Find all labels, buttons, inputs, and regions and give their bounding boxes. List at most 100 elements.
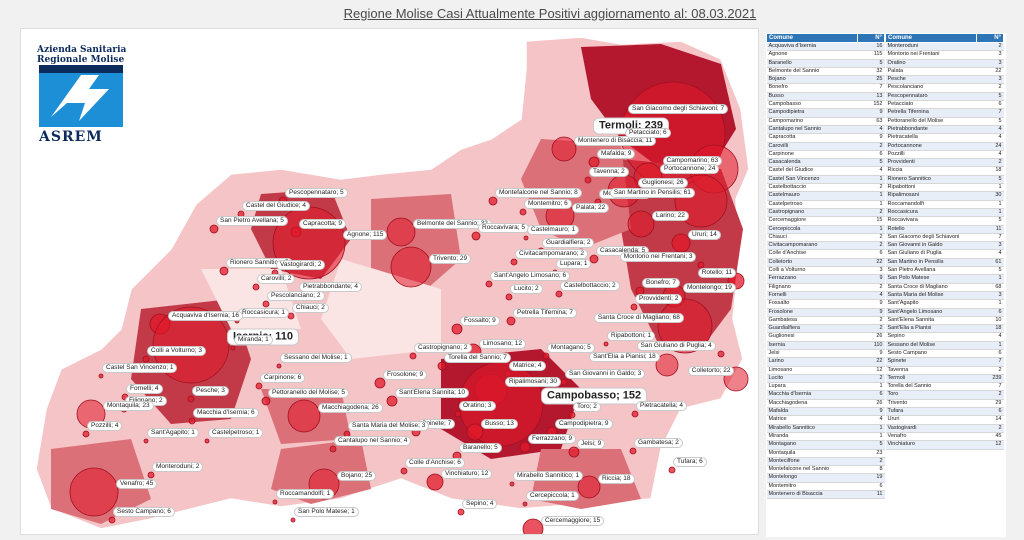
municipality-label: Sesto Campano; 6 — [113, 507, 175, 517]
table-row: Busso 13 — [766, 92, 885, 102]
municipality-label: Sant'Agapito; 1 — [147, 428, 199, 438]
municipality-label: Castelbottaccio; 2 — [560, 281, 620, 291]
count-cell: 1 — [857, 382, 885, 392]
count-cell: 6 — [857, 482, 885, 492]
table-row: Casacalenda 5 — [766, 158, 885, 168]
municipality-label: Petacciato; 6 — [625, 128, 671, 138]
municipality-label: Venafro; 45 — [116, 479, 158, 489]
case-bubble — [568, 411, 576, 419]
comune-cell: Mafalda — [766, 407, 858, 417]
table-row: Venafro 45 — [885, 432, 1004, 442]
table-row: Pettoranello del Molise 5 — [885, 117, 1004, 126]
count-cell: 6 — [857, 150, 885, 160]
table-row: Ripabottoni 1 — [885, 183, 1004, 193]
count-cell: 11 — [857, 490, 885, 500]
case-bubble — [219, 266, 229, 276]
table-row: Roccavivara 5 — [885, 216, 1004, 226]
comune-cell: Colletorto — [766, 258, 858, 268]
municipality-label: Pesche; 3 — [192, 386, 229, 396]
count-cell: 2 — [976, 83, 1004, 93]
comune-cell: Tufara — [885, 407, 977, 417]
municipality-label: Ururi; 14 — [688, 230, 721, 240]
count-cell: 1 — [857, 175, 885, 185]
municipality-label: Fossalto; 9 — [460, 316, 500, 326]
table-row: Pescolanciano 2 — [885, 83, 1004, 93]
count-cell: 1 — [976, 299, 1004, 309]
municipality-label: Castel San Vincenzo; 1 — [102, 363, 178, 373]
table-row: San Giovanni in Galdo 3 — [885, 241, 1004, 251]
count-cell: 3 — [976, 75, 1004, 85]
municipality-label: Macchia d'Isernia; 6 — [193, 408, 259, 418]
count-cell: 2 — [857, 183, 885, 193]
municipality-label: Toro; 2 — [573, 402, 601, 412]
count-cell: 110 — [857, 341, 885, 351]
count-cell: 4 — [976, 150, 1004, 160]
municipality-label: Ripabottoni; 1 — [607, 331, 656, 341]
table-row: Sant'Elena Sannita 10 — [885, 316, 1004, 326]
table-row: Montaquila 23 — [766, 449, 885, 458]
case-bubble — [577, 475, 601, 499]
comune-cell: Capracotta — [766, 133, 858, 143]
table-row: Montecilfone 2 — [766, 457, 885, 467]
table-right-body: Monteroduni 2 Montorio nei Frentani 3 Oratin… — [885, 42, 1004, 450]
comune-cell: Bonefro — [766, 83, 858, 93]
count-cell: 5 — [976, 266, 1004, 276]
comune-cell: Montelongo — [766, 473, 858, 483]
table-row: Torella del Sannio 7 — [885, 382, 1004, 392]
case-bubble — [255, 382, 263, 390]
comune-cell: Sessano del Molise — [885, 341, 977, 351]
table-row: Pozzilli 4 — [885, 150, 1004, 160]
comune-cell: Vinchiaturo — [885, 440, 977, 450]
table-row: Montagano 5 — [766, 440, 885, 450]
table-row: Montorio nei Frentani 3 — [885, 50, 1004, 60]
comune-cell: San Martino in Pensilis — [885, 258, 977, 268]
case-bubble — [466, 423, 484, 441]
case-bubble — [451, 323, 463, 335]
municipality-label: Montelongo; 19 — [683, 283, 736, 293]
comune-cell: Oratino — [885, 59, 977, 68]
municipality-label: Montorio nei Frentani; 3 — [619, 252, 697, 262]
table-row: Limosano 12 — [766, 366, 885, 375]
table-row: Castel del Giudice 4 — [766, 166, 885, 176]
table-row: Guardialfiera 2 — [766, 324, 885, 334]
count-cell: 3 — [857, 266, 885, 276]
header-comune: Comune — [766, 33, 858, 43]
municipality-label: Mirabello Sannitico; 1 — [513, 471, 584, 481]
count-cell: 4 — [857, 415, 885, 425]
table-row: Monteroduni 2 — [885, 42, 1004, 52]
case-bubble — [108, 516, 116, 524]
comune-cell: Montorio nei Frentani — [885, 50, 977, 60]
table-row: Vinchiaturo 12 — [885, 440, 1004, 450]
count-cell: 2 — [976, 42, 1004, 52]
table-row: Pietrabbondante 4 — [885, 125, 1004, 135]
table-row: Roccamandolfi 1 — [885, 200, 1004, 209]
table-row: Colletorto 22 — [766, 258, 885, 268]
map-panel: Azienda Sanitaria Regionale Molise ASREM… — [20, 28, 759, 535]
table-row: Trivento 29 — [885, 399, 1004, 409]
count-cell: 10 — [976, 316, 1004, 326]
case-bubble — [457, 508, 465, 516]
case-bubble — [230, 345, 236, 351]
comune-cell: Isernia — [766, 341, 858, 351]
comune-cell: San Pietro Avellana — [885, 266, 977, 276]
comune-cell: Colle d'Anchise — [766, 249, 858, 259]
comune-cell: Campomarino — [766, 117, 858, 126]
municipality-label: San Giacomo degli Schiavoni; 7 — [628, 104, 729, 114]
case-bubble — [262, 300, 270, 308]
table-row: Matrice 4 — [766, 415, 885, 425]
comune-cell: Rionero Sannitico — [885, 175, 977, 185]
table-row: Montefalcone nel Sannio 8 — [766, 465, 885, 475]
count-cell: 3 — [976, 241, 1004, 251]
comune-cell: San Giovanni in Galdo — [885, 241, 977, 251]
count-cell: 1 — [976, 208, 1004, 218]
municipality-label: Castelmauro; 1 — [527, 225, 580, 235]
comune-cell: Cantalupo nel Sannio — [766, 125, 858, 135]
case-bubble — [509, 481, 515, 487]
comune-cell: Montefalcone nel Sannio — [766, 465, 858, 475]
comune-cell: Roccamandolfi — [885, 200, 977, 209]
count-cell: 22 — [976, 67, 1004, 77]
municipality-label: Agnone; 115 — [343, 230, 388, 240]
municipality-label: Roccavivara; 5 — [478, 223, 529, 233]
case-bubble — [329, 445, 337, 453]
count-cell: 61 — [976, 258, 1004, 268]
